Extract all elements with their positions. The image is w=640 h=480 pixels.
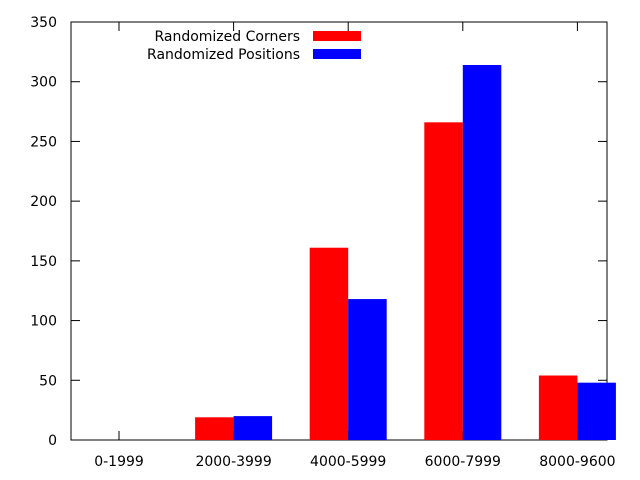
y-tick-label: 200	[30, 194, 57, 210]
bar-randomized-positions-2000-3999	[233, 416, 273, 440]
legend-label: Randomized Corners	[154, 29, 300, 45]
legend-label: Randomized Positions	[147, 47, 300, 63]
legend-swatch	[313, 31, 361, 41]
bar-randomized-positions-8000-9600	[577, 382, 616, 440]
y-tick-label: 350	[30, 15, 57, 31]
y-tick-label: 150	[30, 254, 57, 270]
x-axis: 0-1999 2000-3999 4000-5999 6000-7999 8000-96…	[94, 22, 616, 470]
bar-randomized-corners-4000-5999	[309, 247, 349, 440]
bars	[195, 64, 616, 440]
y-tick-label: 50	[39, 373, 57, 389]
x-tick-label: 0-1999	[94, 454, 144, 470]
y-tick-label: 100	[30, 314, 57, 330]
bar-randomized-positions-6000-7999	[462, 64, 502, 440]
bar-randomized-corners-8000-9600	[538, 375, 578, 440]
bar-randomized-corners-2000-3999	[195, 417, 234, 440]
x-tick-label: 4000-5999	[310, 454, 386, 470]
x-tick-label: 2000-3999	[195, 454, 271, 470]
y-tick-label: 300	[30, 75, 57, 91]
x-tick-label: 6000-7999	[425, 454, 501, 470]
legend: Randomized Corners Randomized Positions	[147, 29, 361, 63]
bar-randomized-corners-6000-7999	[424, 122, 463, 440]
y-axis: 0 50 100 150 200 250 300 350	[30, 15, 607, 449]
x-tick-label: 8000-9600	[539, 454, 615, 470]
bar-randomized-positions-4000-5999	[348, 299, 387, 440]
legend-swatch	[313, 49, 361, 59]
y-tick-label: 250	[30, 134, 57, 150]
y-tick-label: 0	[48, 433, 57, 449]
